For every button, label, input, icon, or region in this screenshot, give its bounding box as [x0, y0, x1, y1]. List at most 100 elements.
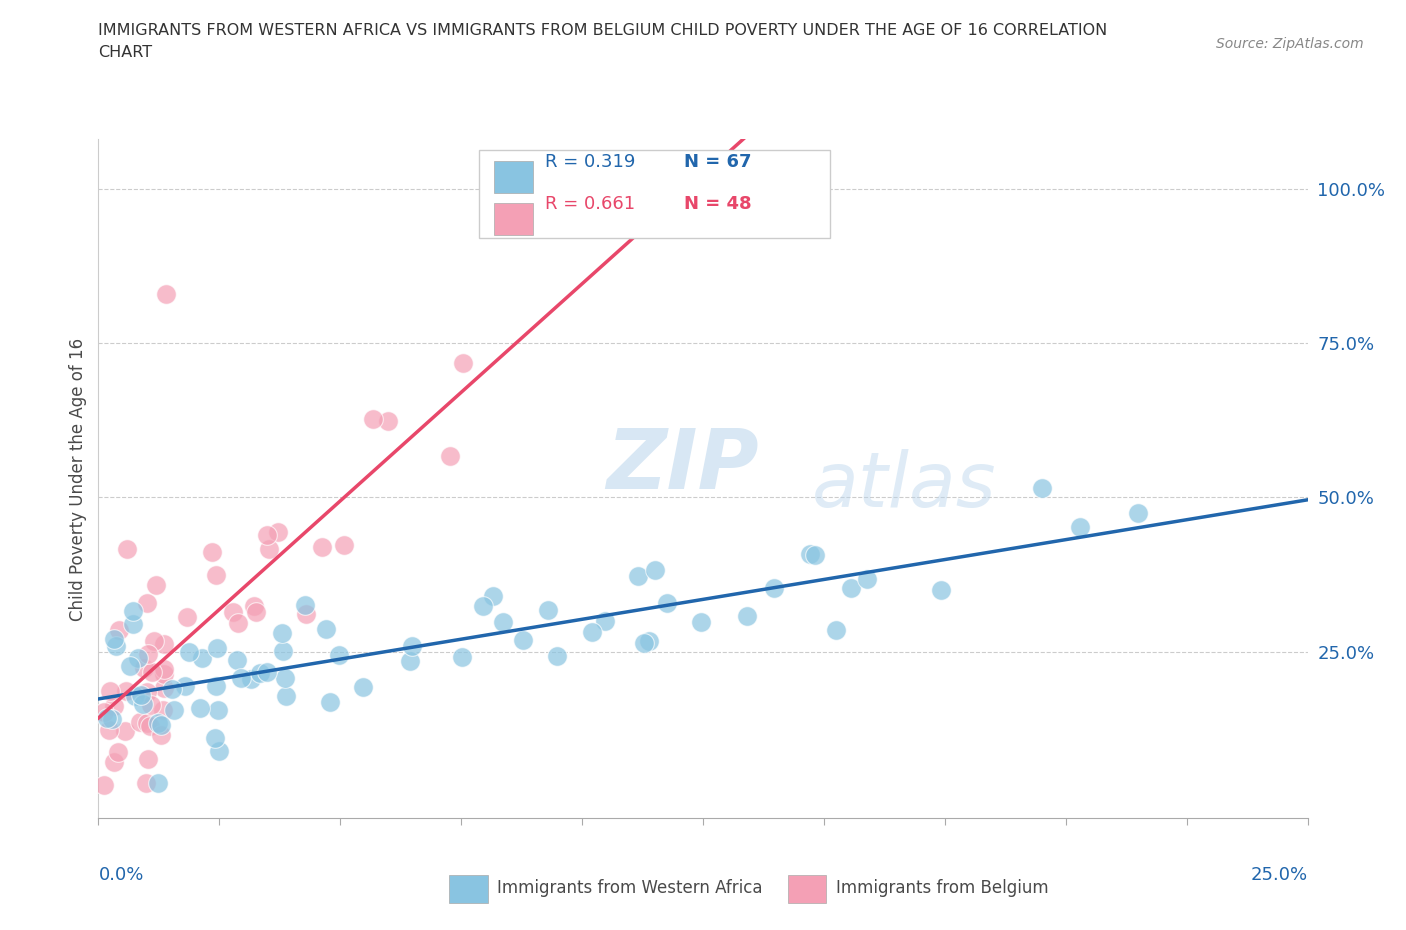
- Point: [103, 754, 125, 769]
- Point: [689, 615, 711, 630]
- Point: [929, 582, 952, 597]
- Point: [179, 644, 201, 659]
- Point: [294, 598, 316, 613]
- Point: [762, 580, 785, 595]
- Point: [124, 689, 146, 704]
- Point: [294, 606, 316, 621]
- Text: Source: ZipAtlas.com: Source: ZipAtlas.com: [1216, 37, 1364, 51]
- Text: Immigrants from Belgium: Immigrants from Belgium: [837, 880, 1049, 897]
- Point: [127, 651, 149, 666]
- Point: [825, 623, 848, 638]
- Point: [398, 654, 420, 669]
- Point: [115, 541, 138, 556]
- Point: [145, 578, 167, 593]
- FancyBboxPatch shape: [449, 875, 488, 903]
- Point: [644, 563, 666, 578]
- Point: [256, 664, 278, 679]
- Point: [245, 604, 267, 619]
- Point: [240, 671, 263, 686]
- Point: [249, 665, 271, 680]
- Point: [243, 599, 266, 614]
- Point: [492, 615, 515, 630]
- Point: [311, 539, 333, 554]
- Point: [134, 660, 156, 675]
- Point: [208, 744, 231, 759]
- FancyBboxPatch shape: [494, 203, 533, 235]
- Point: [121, 604, 143, 618]
- Point: [93, 777, 115, 792]
- Point: [141, 664, 163, 679]
- Text: ZIP: ZIP: [606, 425, 759, 506]
- Point: [735, 609, 758, 624]
- Point: [256, 527, 278, 542]
- Point: [318, 695, 340, 710]
- Point: [276, 688, 298, 703]
- Point: [1069, 519, 1091, 534]
- Point: [153, 637, 176, 652]
- Point: [149, 718, 172, 733]
- Point: [136, 751, 159, 766]
- Point: [162, 682, 184, 697]
- Point: [267, 525, 290, 539]
- Point: [135, 716, 157, 731]
- Point: [226, 616, 249, 631]
- Point: [153, 680, 176, 695]
- Point: [581, 624, 603, 639]
- Point: [274, 671, 297, 685]
- Point: [103, 631, 125, 646]
- Point: [139, 718, 162, 733]
- Point: [191, 651, 214, 666]
- Point: [1031, 481, 1053, 496]
- Point: [188, 700, 211, 715]
- Point: [97, 723, 120, 737]
- Point: [135, 776, 157, 790]
- Point: [472, 599, 495, 614]
- Point: [799, 546, 821, 561]
- Point: [482, 589, 505, 604]
- Point: [96, 711, 118, 725]
- Point: [107, 745, 129, 760]
- Point: [148, 715, 170, 730]
- Point: [136, 595, 159, 610]
- Text: 0.0%: 0.0%: [98, 866, 143, 884]
- Point: [104, 638, 127, 653]
- Text: 25.0%: 25.0%: [1250, 866, 1308, 884]
- Point: [121, 617, 143, 631]
- Point: [132, 698, 155, 712]
- Text: CHART: CHART: [98, 45, 152, 60]
- Point: [352, 679, 374, 694]
- Point: [148, 776, 170, 790]
- Point: [328, 647, 350, 662]
- Text: R = 0.319: R = 0.319: [544, 153, 636, 171]
- Point: [803, 548, 825, 563]
- Y-axis label: Child Poverty Under the Age of 16: Child Poverty Under the Age of 16: [69, 338, 87, 620]
- Point: [271, 644, 294, 658]
- Point: [149, 728, 172, 743]
- Point: [108, 623, 131, 638]
- Point: [142, 633, 165, 648]
- Point: [173, 679, 195, 694]
- Point: [377, 413, 399, 428]
- Point: [451, 356, 474, 371]
- Point: [205, 568, 228, 583]
- Point: [655, 595, 678, 610]
- Point: [153, 662, 176, 677]
- Point: [271, 625, 294, 640]
- Point: [841, 580, 863, 595]
- Point: [401, 639, 423, 654]
- Point: [136, 647, 159, 662]
- Point: [363, 412, 385, 427]
- Point: [129, 714, 152, 729]
- Point: [153, 667, 176, 682]
- Point: [207, 703, 229, 718]
- Point: [103, 698, 125, 713]
- Point: [141, 698, 163, 712]
- Point: [163, 703, 186, 718]
- Point: [115, 684, 138, 698]
- Point: [225, 653, 247, 668]
- Point: [136, 684, 159, 699]
- Point: [593, 613, 616, 628]
- Point: [257, 541, 280, 556]
- Point: [129, 688, 152, 703]
- Point: [155, 286, 177, 301]
